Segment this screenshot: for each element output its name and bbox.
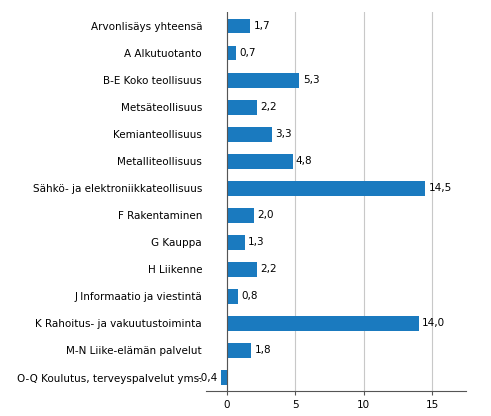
Text: 1,7: 1,7: [253, 21, 270, 31]
Bar: [227, 235, 245, 250]
Text: 0,7: 0,7: [240, 48, 256, 58]
Text: 2,2: 2,2: [260, 264, 277, 275]
Bar: [227, 262, 257, 277]
Bar: [227, 208, 254, 223]
Text: 1,3: 1,3: [248, 237, 265, 248]
Bar: [227, 19, 250, 33]
Bar: [227, 343, 251, 358]
Bar: [221, 370, 227, 385]
Text: 4,8: 4,8: [296, 156, 313, 166]
Text: 1,8: 1,8: [255, 345, 272, 356]
Bar: [227, 46, 236, 60]
Bar: [227, 289, 238, 304]
Text: 14,0: 14,0: [422, 318, 445, 329]
Text: 2,0: 2,0: [258, 210, 274, 220]
Text: 2,2: 2,2: [260, 102, 277, 112]
Bar: [227, 127, 272, 141]
Bar: [227, 316, 418, 331]
Text: 14,5: 14,5: [429, 183, 452, 193]
Text: 3,3: 3,3: [275, 129, 292, 139]
Bar: [227, 154, 293, 168]
Text: -0,4: -0,4: [197, 372, 218, 383]
Bar: [227, 73, 300, 87]
Text: 0,8: 0,8: [241, 291, 258, 302]
Bar: [227, 100, 257, 114]
Text: 5,3: 5,3: [303, 75, 320, 85]
Bar: [227, 181, 425, 196]
